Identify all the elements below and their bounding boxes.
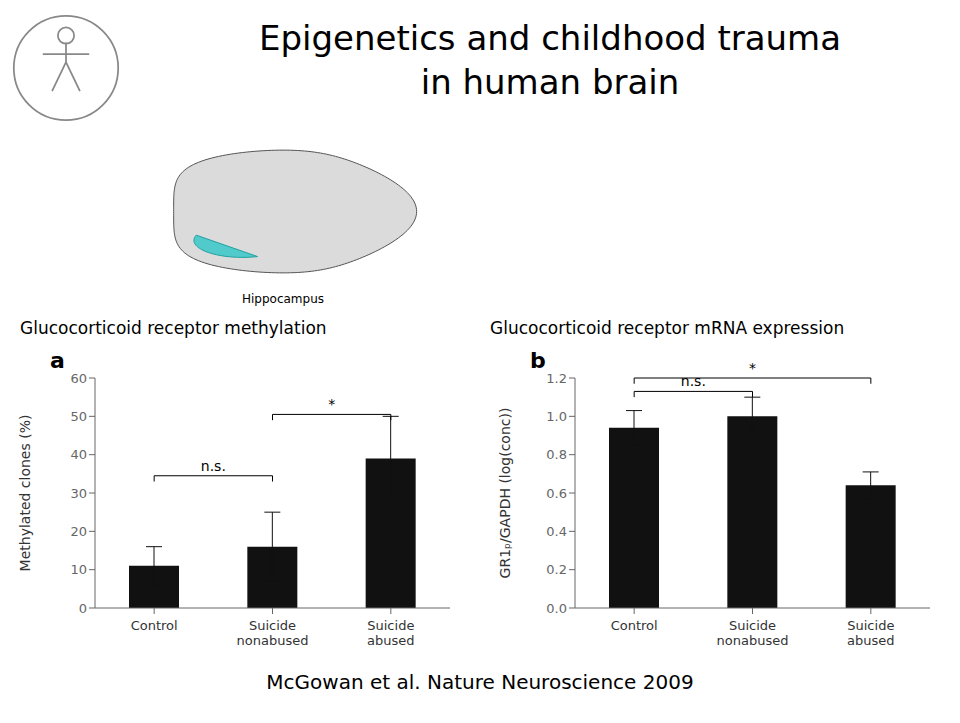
html-text:b: b — [530, 348, 546, 373]
svg-text:50: 50 — [70, 409, 87, 424]
svg-text:Methylated clones (%): Methylated clones (%) — [17, 415, 33, 572]
svg-text:n.s.: n.s. — [681, 373, 706, 389]
html-text:in human brain: in human brain — [420, 62, 680, 102]
svg-text:n.s.: n.s. — [201, 458, 226, 474]
svg-text:Suicideabused: Suicideabused — [847, 618, 894, 648]
html-text:a: a — [50, 348, 65, 373]
svg-text:Suicidenonabused: Suicidenonabused — [237, 618, 309, 648]
svg-text:Suicidenonabused: Suicidenonabused — [717, 618, 789, 648]
svg-text:40: 40 — [70, 447, 87, 462]
svg-text:1.2: 1.2 — [546, 371, 567, 386]
svg-text:10: 10 — [70, 562, 87, 577]
svg-text:1.0: 1.0 — [546, 409, 567, 424]
svg-text:*: * — [328, 396, 335, 412]
svg-text:60: 60 — [70, 371, 87, 386]
svg-text:Control: Control — [131, 618, 178, 633]
html-text:Epigenetics and childhood trau: Epigenetics and childhood trauma — [258, 18, 842, 58]
svg-text:0.4: 0.4 — [546, 524, 567, 539]
svg-text:0.8: 0.8 — [546, 447, 567, 462]
html-text:McGowan et al. Nature Neurosci: McGowan et al. Nature Neuroscience 2009 — [266, 670, 694, 694]
svg-text:30: 30 — [70, 486, 87, 501]
html-text:Glucocorticoid receptor methyl: Glucocorticoid receptor methylation — [20, 318, 327, 338]
html-text:Hippocampus: Hippocampus — [242, 292, 324, 306]
svg-text:0.6: 0.6 — [546, 486, 567, 501]
svg-text:GR1ₚ/GAPDH (log(conc)): GR1ₚ/GAPDH (log(conc)) — [497, 408, 513, 579]
html-text:Glucocorticoid receptor mRNA e: Glucocorticoid receptor mRNA expression — [490, 318, 845, 338]
svg-text:0.2: 0.2 — [546, 562, 567, 577]
svg-text:0.0: 0.0 — [546, 601, 567, 616]
svg-text:20: 20 — [70, 524, 87, 539]
svg-text:Control: Control — [611, 618, 658, 633]
svg-text:*: * — [749, 360, 756, 376]
svg-text:0: 0 — [79, 601, 87, 616]
svg-text:Suicideabused: Suicideabused — [367, 618, 414, 648]
